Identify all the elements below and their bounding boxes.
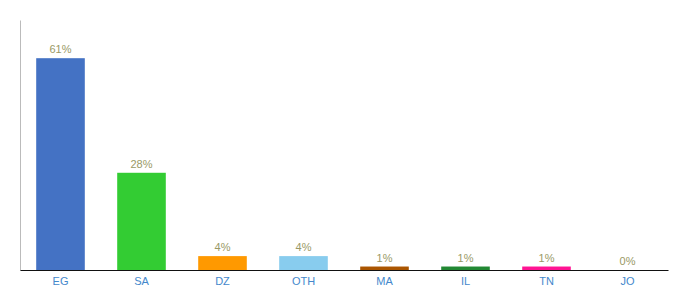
x-tick: JO <box>620 275 635 287</box>
bar <box>522 267 571 270</box>
data-label: 0% <box>620 255 636 267</box>
x-tick-label: SA <box>134 275 149 287</box>
bar <box>279 256 328 270</box>
x-tick-label: JO <box>620 275 635 287</box>
x-tick: SA <box>134 275 149 287</box>
bar <box>117 173 166 270</box>
bar <box>36 58 85 270</box>
x-tick: OTH <box>292 275 315 287</box>
data-label: 1% <box>539 252 555 264</box>
data-label: 61% <box>49 43 71 55</box>
x-tick: MA <box>376 275 393 287</box>
bars <box>36 58 571 270</box>
bar <box>441 267 490 270</box>
bar <box>360 267 409 270</box>
x-axis: EG SA DZ OTH MA IL TN JO <box>21 271 669 287</box>
x-tick-label: IL <box>461 275 470 287</box>
x-tick: TN <box>539 275 554 287</box>
x-tick: IL <box>461 275 470 287</box>
plot-area: EG SA DZ OTH MA IL TN JO 61% 28% 4% 4% 1% 1% 1% 0% <box>21 21 669 287</box>
bar <box>198 256 247 270</box>
chart: EG SA DZ OTH MA IL TN JO 61% 28% 4% 4% 1% 1% 1% 0% <box>0 0 680 300</box>
data-label: 28% <box>130 158 152 170</box>
x-axis-line <box>21 270 669 271</box>
x-tick: DZ <box>215 275 230 287</box>
x-tick-label: EG <box>53 275 69 287</box>
x-tick-label: DZ <box>215 275 230 287</box>
data-label: 1% <box>458 252 474 264</box>
x-tick-label: OTH <box>292 275 315 287</box>
x-tick: EG <box>53 275 69 287</box>
x-tick-label: MA <box>376 275 393 287</box>
y-axis-line <box>20 21 21 271</box>
x-tick-label: TN <box>539 275 554 287</box>
data-label: 1% <box>377 252 393 264</box>
data-labels: 61% 28% 4% 4% 1% 1% 1% 0% <box>49 43 635 267</box>
y-axis <box>20 21 21 271</box>
data-label: 4% <box>215 241 231 253</box>
data-label: 4% <box>296 241 312 253</box>
